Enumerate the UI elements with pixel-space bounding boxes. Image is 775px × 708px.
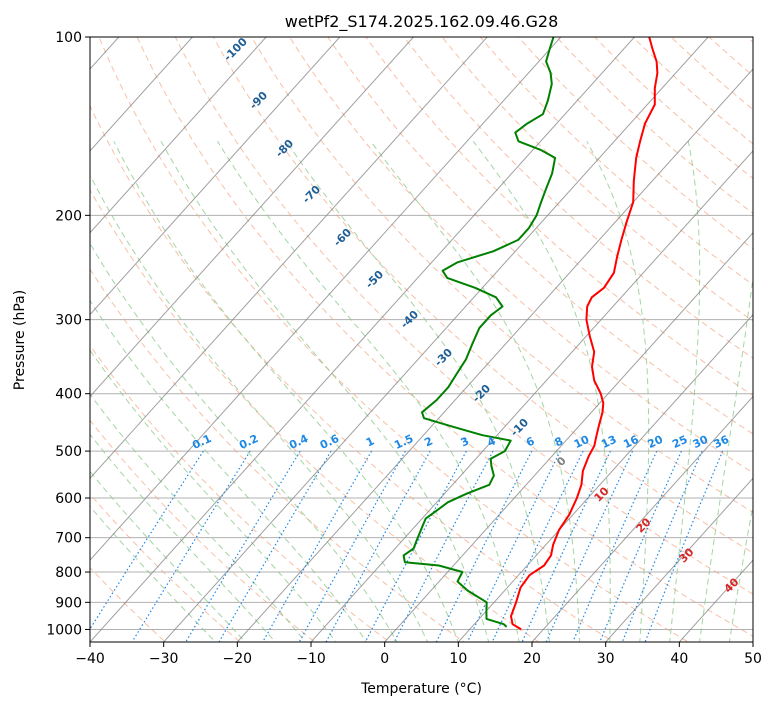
isotherm-line xyxy=(310,150,753,642)
moist-adiabat-line xyxy=(90,349,337,642)
mixing-ratio-line xyxy=(572,450,658,642)
moist-adiabat-line xyxy=(90,393,307,642)
isotherm-line xyxy=(531,395,753,642)
moist-adiabat-line xyxy=(669,141,701,642)
moist-adiabat-line xyxy=(285,141,551,642)
isotherm-line xyxy=(162,37,709,642)
dry-adiabat-line xyxy=(136,37,753,637)
mixing-ratio-label: 13 xyxy=(599,433,618,451)
y-tick-label: 600 xyxy=(55,491,82,507)
mixing-ratio-label: 16 xyxy=(621,433,641,451)
isotherm-line xyxy=(383,231,753,642)
x-tick-label: −20 xyxy=(223,651,253,667)
isotherm-line xyxy=(90,37,636,642)
isotherm-line xyxy=(90,37,415,398)
y-tick-label: 700 xyxy=(55,531,82,547)
moist-adiabat-line xyxy=(90,174,429,642)
mixing-ratio-line xyxy=(599,450,682,642)
x-tick-label: 20 xyxy=(523,651,541,667)
mixing-ratio-line xyxy=(435,450,533,642)
dry-adiabat-line xyxy=(479,37,753,286)
moist-adiabat-line xyxy=(90,299,367,642)
x-tick-label: 10 xyxy=(449,651,467,667)
dry-adiabat-line xyxy=(90,493,241,642)
mixing-ratio-line xyxy=(325,450,431,642)
mixing-ratio-line xyxy=(621,450,703,642)
mixing-ratio-line xyxy=(90,450,204,631)
isotherm-line xyxy=(90,37,194,152)
y-tick-label: 500 xyxy=(55,444,82,460)
mixing-ratio-line xyxy=(521,450,611,642)
x-axis-label: Temperature (°C) xyxy=(360,681,482,697)
moist-adiabat-line xyxy=(699,274,753,642)
chart-title: wetPf2_S174.2025.162.09.46.G28 xyxy=(285,12,559,32)
moist-adiabat-line xyxy=(586,141,650,642)
y-axis-label: Pressure (hPa) xyxy=(12,290,28,390)
moist-adiabat-line xyxy=(370,140,581,642)
moist-adiabat-line xyxy=(90,433,276,642)
dry-adiabat-line xyxy=(98,37,690,642)
x-tick-label: 50 xyxy=(744,651,762,667)
mixing-ratio-line xyxy=(298,450,406,642)
y-tick-label: 100 xyxy=(55,30,82,46)
x-axis: −40 −30 −20 −10 0 10 20 30 40 50 xyxy=(75,642,762,667)
y-axis: 100 200 300 400 500 600 700 800 900 1000 xyxy=(46,30,90,638)
mixing-ratio-label: 30 xyxy=(691,433,711,451)
mixing-ratio-line xyxy=(218,450,332,642)
y-tick-label: 400 xyxy=(55,387,82,403)
mixing-ratio-line xyxy=(491,450,584,642)
moist-adiabat-line xyxy=(90,470,246,642)
mixing-ratio-label: 25 xyxy=(670,433,689,451)
isotherm-line xyxy=(90,37,562,561)
moist-adiabat-line xyxy=(472,140,611,642)
isotherm-line xyxy=(236,68,753,642)
x-tick-label: 0 xyxy=(380,651,389,667)
x-tick-label: 30 xyxy=(597,651,615,667)
isotherm-line xyxy=(90,37,488,480)
dry-adiabat-line xyxy=(90,188,540,642)
y-tick-label: 300 xyxy=(55,313,82,329)
x-tick-label: −30 xyxy=(149,651,179,667)
x-tick-label: 40 xyxy=(670,651,688,667)
dry-adiabat-line xyxy=(212,37,753,554)
y-tick-label: 900 xyxy=(55,595,82,611)
y-tick-label: 1000 xyxy=(46,622,82,638)
mixing-ratio-line xyxy=(185,450,301,642)
isotherm-line xyxy=(90,37,267,234)
mixing-ratio-line xyxy=(466,450,561,642)
plot-area xyxy=(90,37,753,642)
isotherm-line xyxy=(604,477,753,642)
dewpoint-line xyxy=(402,37,557,628)
moist-adiabat-line xyxy=(728,503,753,642)
mixing-ratio-label: 20 xyxy=(646,433,666,451)
mixing-ratio-label: 10 xyxy=(572,433,592,451)
mixing-ratio-line xyxy=(644,450,724,642)
dry-adiabat-line xyxy=(90,104,615,642)
isotherm-line xyxy=(90,37,341,316)
moist-adiabat-line xyxy=(217,141,520,642)
mixing-ratio-line xyxy=(262,450,373,642)
mixing-ratio-line xyxy=(545,450,634,642)
dry-adiabat-line xyxy=(441,37,753,322)
dry-adiabat-line xyxy=(90,268,465,642)
moist-adiabat-line xyxy=(113,141,459,642)
y-tick-label: 800 xyxy=(55,565,82,581)
x-tick-label: −40 xyxy=(75,651,105,667)
dry-adiabat-line xyxy=(174,37,753,595)
mixing-ratio-label: 36 xyxy=(712,433,732,451)
dry-adiabat-line xyxy=(90,344,391,642)
temperature-line xyxy=(510,37,659,631)
y-tick-label: 200 xyxy=(55,208,82,224)
plot-frame xyxy=(89,36,754,643)
x-tick-label: −10 xyxy=(296,651,326,667)
isotherm-line xyxy=(457,313,753,642)
